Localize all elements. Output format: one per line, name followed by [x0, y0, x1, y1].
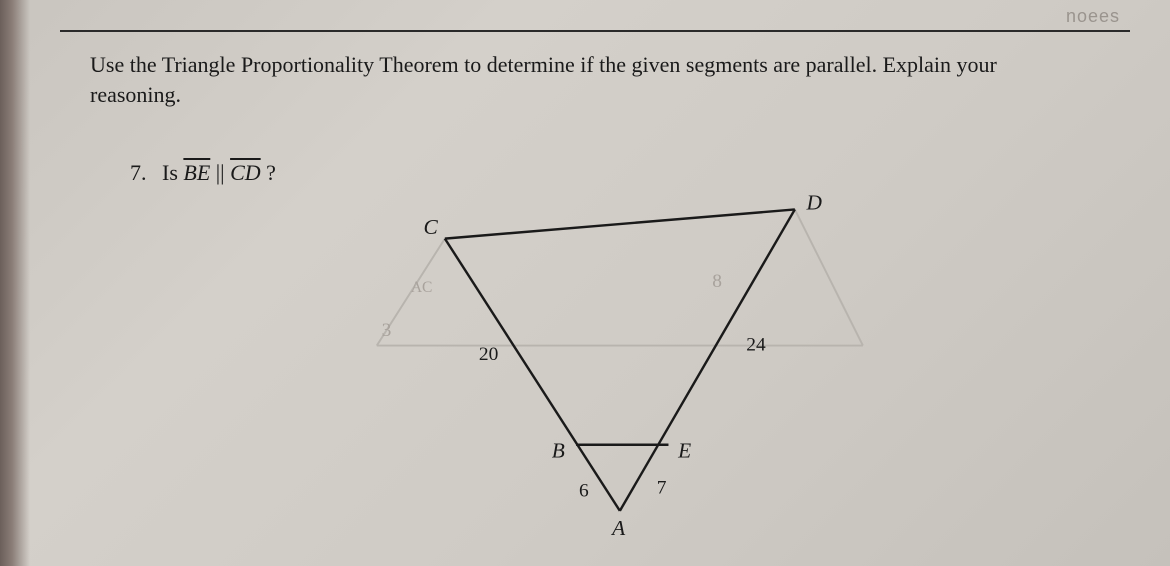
label-c: C — [423, 215, 438, 239]
ghost-label-ac: AC — [411, 279, 433, 296]
question-7: 7. Is BE || CD ? — [130, 160, 276, 186]
edge-cd — [445, 209, 795, 238]
ghost-line-right — [795, 209, 863, 345]
question-suffix: ? — [266, 160, 276, 185]
parallel-symbol: || — [216, 160, 225, 185]
segment-be: BE — [183, 160, 210, 185]
len-ea: 7 — [657, 477, 667, 498]
label-e: E — [677, 438, 691, 462]
question-prefix: Is — [162, 160, 178, 185]
header-rule — [60, 30, 1130, 32]
edge-da — [620, 209, 795, 510]
question-number: 7. — [130, 160, 147, 185]
instructions-text: Use the Triangle Proportionality Theorem… — [90, 50, 1090, 109]
segment-cd: CD — [230, 160, 261, 185]
label-a: A — [610, 516, 626, 540]
len-ba: 6 — [579, 480, 589, 501]
len-cb: 20 — [479, 344, 498, 365]
page-binding-shadow — [0, 0, 30, 566]
ghost-label-3: 3 — [382, 320, 392, 341]
edge-ca — [445, 239, 620, 511]
triangle-figure: C D B E A 20 24 6 7 3 AC 8 — [380, 190, 850, 540]
bleed-through-text: noees — [1066, 6, 1120, 27]
label-d: D — [806, 190, 823, 214]
len-de: 24 — [746, 334, 766, 355]
ghost-label-8: 8 — [712, 271, 722, 292]
label-b: B — [552, 438, 565, 462]
